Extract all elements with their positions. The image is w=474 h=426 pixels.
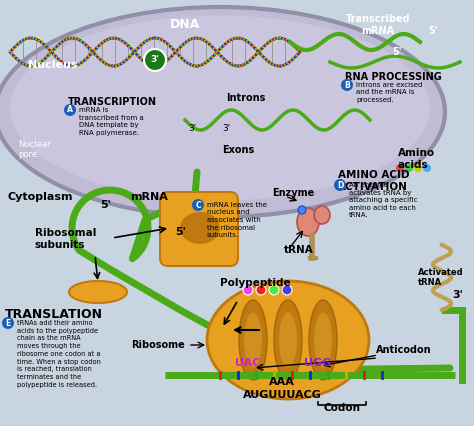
- Text: AUGUUUACG: AUGUUUACG: [243, 390, 321, 400]
- Text: AMINO ACID
ACTIVATION: AMINO ACID ACTIVATION: [338, 170, 410, 192]
- Text: Activated
tRNA: Activated tRNA: [418, 268, 464, 288]
- Text: Enzyme: Enzyme: [272, 188, 314, 198]
- Text: UGG: UGG: [304, 358, 332, 368]
- Text: An enzyme
activates tRNA by
attaching a specific
amino acid to each
tRNA.: An enzyme activates tRNA by attaching a …: [349, 182, 418, 218]
- Text: Polypeptide: Polypeptide: [219, 278, 290, 288]
- Circle shape: [269, 285, 279, 295]
- Text: 3': 3': [188, 124, 196, 133]
- Ellipse shape: [10, 15, 430, 201]
- Text: tRNA: tRNA: [284, 245, 314, 255]
- Ellipse shape: [309, 300, 337, 380]
- Text: Amino
acids: Amino acids: [398, 148, 435, 170]
- Circle shape: [144, 49, 166, 71]
- Text: Ribosomal
subunits: Ribosomal subunits: [35, 228, 96, 250]
- Text: Ribosome: Ribosome: [131, 340, 185, 350]
- Ellipse shape: [314, 313, 332, 368]
- Ellipse shape: [314, 206, 330, 224]
- Circle shape: [192, 199, 204, 211]
- Circle shape: [396, 164, 404, 172]
- Circle shape: [414, 164, 422, 172]
- Text: Anticodon: Anticodon: [376, 345, 432, 355]
- Circle shape: [405, 164, 413, 172]
- Text: Cytoplasm: Cytoplasm: [8, 192, 73, 202]
- Text: 5': 5': [392, 47, 401, 57]
- Text: DNA: DNA: [170, 18, 200, 31]
- Ellipse shape: [239, 300, 267, 380]
- Circle shape: [2, 317, 14, 329]
- Circle shape: [282, 285, 292, 295]
- Ellipse shape: [69, 281, 127, 303]
- Text: D: D: [337, 181, 343, 190]
- Circle shape: [341, 79, 353, 91]
- Circle shape: [334, 179, 346, 191]
- Circle shape: [256, 285, 266, 295]
- Text: Nucleus: Nucleus: [28, 60, 78, 70]
- Text: B: B: [344, 81, 350, 89]
- FancyBboxPatch shape: [160, 192, 238, 266]
- Text: Codon: Codon: [323, 403, 361, 413]
- Text: Transcribed
mRNA: Transcribed mRNA: [346, 14, 410, 36]
- Circle shape: [298, 206, 306, 214]
- Text: TRANSCRIPTION: TRANSCRIPTION: [68, 97, 157, 107]
- Text: 5': 5': [175, 227, 186, 237]
- Text: Introns are excised
and the mRNA is
processed.: Introns are excised and the mRNA is proc…: [356, 82, 422, 103]
- Text: 3': 3': [452, 290, 463, 300]
- Text: 5': 5': [100, 200, 111, 210]
- Circle shape: [243, 285, 253, 295]
- Text: AAA: AAA: [269, 377, 295, 387]
- Text: tRNAs add their amino
acids to the polypeptide
chain as the mRNA
moves through t: tRNAs add their amino acids to the polyp…: [17, 320, 101, 388]
- Ellipse shape: [244, 313, 262, 368]
- Text: 3': 3': [222, 124, 230, 133]
- Text: mRNA is
transcribed from a
DNA template by
RNA polymerase.: mRNA is transcribed from a DNA template …: [79, 107, 144, 135]
- Ellipse shape: [274, 300, 302, 380]
- Text: C: C: [195, 201, 201, 210]
- Ellipse shape: [279, 313, 297, 368]
- Text: TRANSLATION: TRANSLATION: [5, 308, 103, 321]
- Text: Nuclear
pore: Nuclear pore: [18, 140, 51, 159]
- Ellipse shape: [180, 212, 220, 244]
- Text: Introns: Introns: [226, 93, 265, 103]
- Ellipse shape: [0, 7, 445, 217]
- Ellipse shape: [297, 208, 319, 236]
- Text: RNA PROCESSING: RNA PROCESSING: [345, 72, 442, 82]
- Text: UAC: UAC: [235, 358, 261, 368]
- Text: E: E: [5, 319, 10, 328]
- Text: mRNA: mRNA: [130, 192, 168, 202]
- Text: 3': 3': [151, 55, 159, 64]
- Text: mRNA leaves the
nucleus and
associates with
the ribosomal
subunits.: mRNA leaves the nucleus and associates w…: [207, 202, 267, 238]
- Text: A: A: [67, 106, 73, 115]
- Circle shape: [423, 164, 431, 172]
- Circle shape: [64, 104, 76, 116]
- Text: 5': 5': [428, 26, 438, 36]
- Text: Exons: Exons: [222, 145, 254, 155]
- Ellipse shape: [207, 281, 369, 399]
